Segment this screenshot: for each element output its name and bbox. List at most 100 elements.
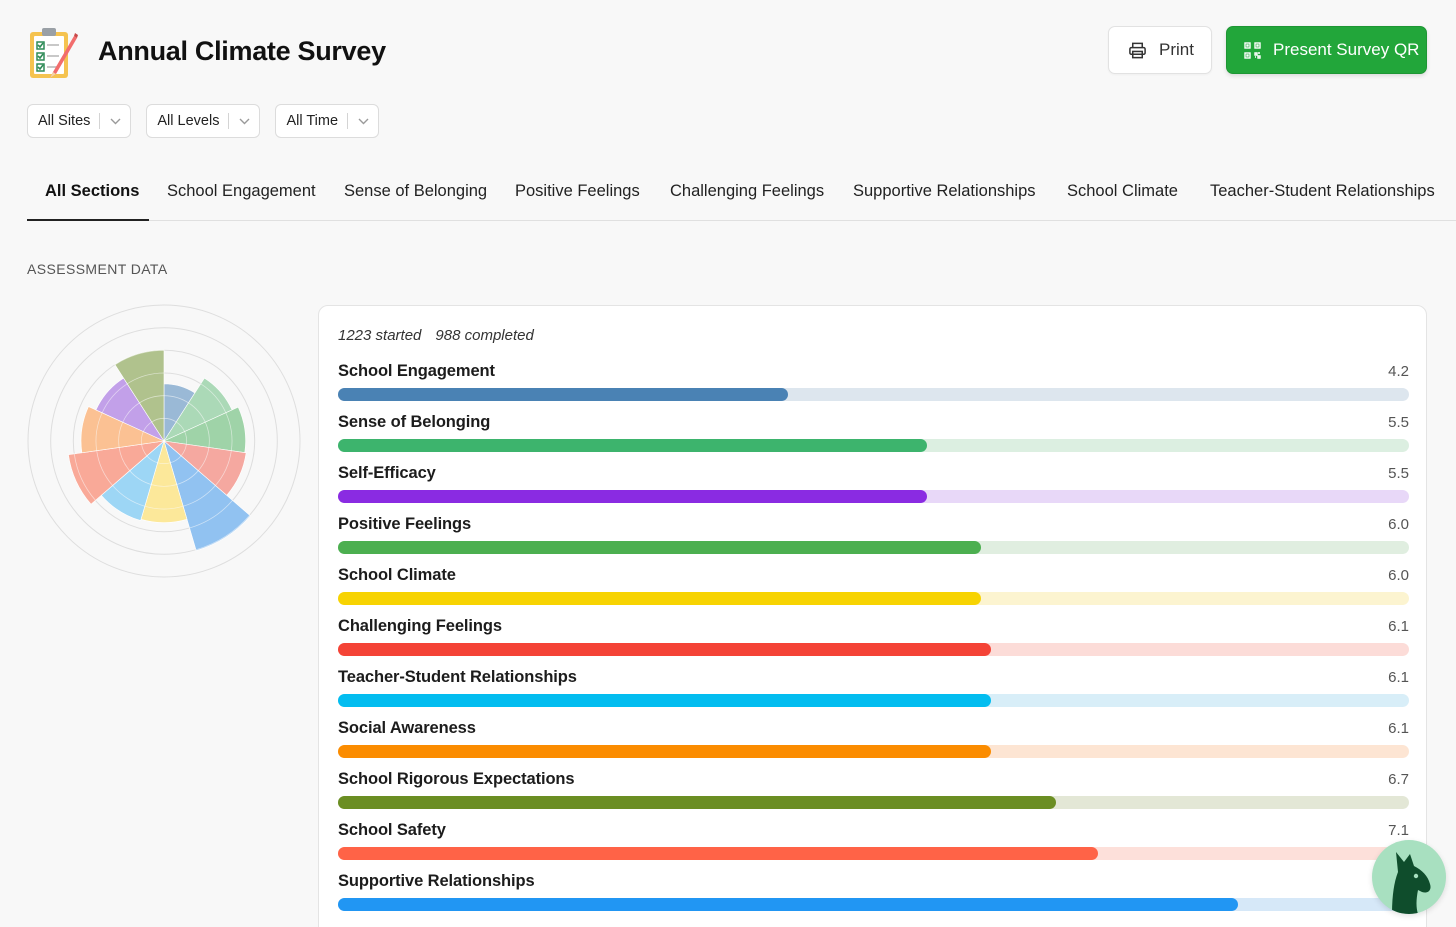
radar-segment-gridline [129,470,152,485]
bar-label: School Climate [338,566,456,584]
bar-track [338,643,1409,656]
clipboard-checklist-icon [30,28,78,78]
bar-value: 7.1 [1388,822,1409,839]
bar-track [338,439,1409,452]
radar-segment-gridline [118,447,131,471]
bar-value: 6.0 [1388,516,1409,533]
bar-label: School Safety [338,821,446,839]
radar-segment-gridline [197,447,210,471]
tab-supportive-relationships[interactable]: Supportive Relationships [853,182,1036,200]
present-survey-qr-label: Present Survey QR [1273,40,1420,59]
page-title: Annual Climate Survey [98,36,386,66]
started-count: 1223 started [338,327,422,344]
bar-row: School Climate 6.0 [338,566,1409,612]
chevron-down-icon [229,118,259,125]
bar-row: Self-Efficacy 5.5 [338,464,1409,510]
radar-segment-gridline [225,412,233,451]
present-survey-qr-button[interactable]: Present Survey QR [1226,26,1427,74]
radar-segment-gridline [139,395,165,404]
bar-row: Teacher-Student Relationships 6.1 [338,668,1409,714]
radar-segment-gridline [204,422,210,448]
bar-row: School Rigorous Expectations 6.7 [338,770,1409,816]
bar-label: Sense of Belonging [338,413,491,431]
radar-segment-gridline [215,450,232,486]
bar-row: Social Awareness 6.1 [338,719,1409,765]
radar-segment-gridline [151,417,165,423]
assessment-bars-panel: 1223 started 988 completed School Engagem… [318,305,1427,927]
bar-row: Sense of Belonging 5.5 [338,413,1409,459]
bar-fill [338,490,927,503]
bar-fill [338,541,981,554]
radar-segment-gridline [195,514,250,551]
tab-sense-of-belonging[interactable]: Sense of Belonging [344,182,488,200]
radar-grid-ring [27,304,301,578]
bar-label: Social Awareness [338,719,476,737]
time-filter-dropdown[interactable]: All Time [275,104,380,138]
print-button-label: Print [1159,40,1194,59]
bar-track [338,898,1409,911]
bar-label: Teacher-Student Relationships [338,668,577,686]
bar-fill [338,694,991,707]
filter-bar: All Sites All Levels All Time [27,104,380,138]
bar-fill [338,388,788,401]
sites-filter-value: All Sites [38,113,91,129]
bar-track [338,694,1409,707]
bar-track [338,847,1409,860]
print-button[interactable]: Print [1108,26,1212,74]
radar-segment-gridline [200,383,227,413]
bar-fill [338,592,981,605]
bar-fill [338,898,1238,911]
radar-segment-gridline [189,500,233,529]
bar-label: School Engagement [338,362,495,380]
tab-teacher-student-relationships[interactable]: Teacher-Student Relationships [1210,182,1435,200]
bar-fill [338,745,991,758]
bar-fill [338,643,991,656]
radar-segment [163,440,251,551]
bar-value: 6.1 [1388,720,1409,737]
bar-track [338,796,1409,809]
bar-fill [338,796,1056,809]
bar-row: Positive Feelings 6.0 [338,515,1409,561]
radar-segment [80,406,166,454]
bar-row: School Safety 7.1 [338,821,1409,867]
bar-label: School Rigorous Expectations [338,770,575,788]
bar-track [338,592,1409,605]
tab-challenging-feelings[interactable]: Challenging Feelings [670,182,825,200]
radar-segment-gridline [118,422,124,448]
radar-segment-gridline [163,395,189,404]
dropdown-separator [347,113,349,129]
completed-count: 988 completed [435,327,534,344]
time-filter-value: All Time [286,113,339,129]
section-tabs: All Sections School Engagement Sense of … [27,166,1456,221]
qr-code-icon [1244,41,1261,59]
bar-value: 6.1 [1388,618,1409,635]
chevron-down-icon [348,118,378,125]
radar-segment-gridline [96,450,113,486]
bar-fill [338,439,927,452]
radar-segment-gridline [73,453,96,501]
bar-track [338,490,1409,503]
bar-label: Self-Efficacy [338,464,436,482]
bar-row: School Engagement 4.2 [338,362,1409,408]
bar-value: 5.5 [1388,465,1409,482]
bar-row: Challenging Feelings 6.1 [338,617,1409,663]
radar-grid-ring [50,327,278,555]
sites-filter-dropdown[interactable]: All Sites [27,104,132,138]
radar-segment-gridline [127,372,165,385]
tab-positive-feelings[interactable]: Positive Feelings [515,182,640,200]
levels-filter-value: All Levels [157,113,220,129]
levels-filter-dropdown[interactable]: All Levels [146,104,261,138]
radar-segment [68,440,165,505]
completion-stats: 1223 started 988 completed [338,327,534,344]
bar-label: Positive Feelings [338,515,472,533]
tab-school-engagement[interactable]: School Engagement [167,182,316,200]
radar-segment-gridline [112,485,145,507]
tab-school-climate[interactable]: School Climate [1067,182,1178,200]
bar-value: 6.7 [1388,771,1409,788]
bar-value: 5.5 [1388,414,1409,431]
bar-track [338,745,1409,758]
tab-all-sections[interactable]: All Sections [27,166,149,221]
bar-value: 4.2 [1388,363,1409,380]
assistant-mascot-button[interactable] [1372,840,1446,914]
dropdown-separator [228,113,230,129]
